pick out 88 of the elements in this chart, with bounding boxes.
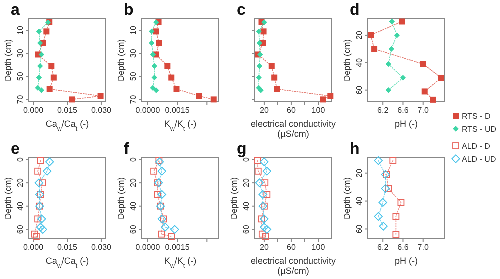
x-tick-label: 0.030 bbox=[91, 243, 112, 252]
point bbox=[274, 86, 280, 92]
legend-label: RTS - D bbox=[462, 112, 491, 121]
x-axis-title: pH (-) bbox=[395, 119, 418, 129]
chart-title: f bbox=[124, 141, 130, 158]
y-tick-label: 0 bbox=[16, 156, 25, 162]
y-tick-label: 40 bbox=[355, 58, 364, 68]
y-tick-label: 20 bbox=[355, 30, 364, 40]
point bbox=[260, 28, 267, 35]
y-tick-label: 40 bbox=[16, 201, 25, 211]
y-tick-label: 20 bbox=[16, 178, 25, 188]
x-tick-label: 7.0 bbox=[418, 106, 430, 115]
y-tick-label: 60 bbox=[129, 224, 138, 234]
x-tick-label: 0.030 bbox=[91, 106, 112, 115]
y-tick-label: 20 bbox=[242, 178, 251, 188]
point bbox=[256, 28, 262, 35]
y-tick-label: 20 bbox=[129, 178, 138, 188]
y-tick-label: 10 bbox=[16, 26, 25, 35]
point bbox=[262, 20, 268, 26]
point bbox=[328, 93, 334, 100]
x-axis-title: electrical conductivity (µS/cm) bbox=[250, 119, 337, 139]
y-tick-label: 70 bbox=[16, 94, 25, 104]
x-axis-title: Ca$_{w}$/Ca$_{t}$ (-) bbox=[46, 256, 90, 270]
y-tick-label: 50 bbox=[16, 72, 25, 82]
y-tick-label: 40 bbox=[355, 196, 364, 206]
point bbox=[272, 74, 278, 81]
legend-label: ALD - D bbox=[462, 142, 491, 151]
x-tick-label: 6.6 bbox=[398, 243, 410, 252]
y-tick-label: 70 bbox=[129, 94, 138, 104]
x-tick-label: 60 bbox=[287, 243, 296, 252]
x-tick-label: 60 bbox=[287, 106, 296, 115]
y-tick-label: 40 bbox=[242, 201, 251, 211]
y-tick-label: 60 bbox=[355, 224, 364, 234]
y-tick-label: 60 bbox=[16, 224, 25, 234]
y-tick-label: 60 bbox=[355, 85, 364, 95]
x-axis-title: pH (-) bbox=[395, 256, 418, 266]
y-tick-label: 30 bbox=[16, 48, 25, 58]
x-tick-label: 7.0 bbox=[418, 243, 430, 252]
chart-title: b bbox=[124, 2, 134, 19]
y-axis-title: Depth (cm) bbox=[229, 177, 239, 220]
legend-label: ALD - UD bbox=[462, 155, 496, 164]
x-tick-label: 0.0000 bbox=[136, 106, 161, 115]
y-axis-title: Depth (cm) bbox=[3, 39, 13, 82]
point bbox=[256, 63, 263, 70]
x-tick-label: 6.2 bbox=[378, 106, 390, 115]
y-axis-title: Depth (cm) bbox=[342, 39, 352, 82]
x-tick-label: 0.015 bbox=[57, 106, 78, 115]
point bbox=[256, 40, 263, 46]
x-tick-label: 0.0015 bbox=[165, 243, 190, 252]
y-axis-title: Depth (cm) bbox=[342, 177, 352, 220]
x-tick-label: 6.2 bbox=[378, 243, 390, 252]
x-tick-label: 20 bbox=[260, 243, 270, 252]
x-tick-label: 0.0000 bbox=[136, 243, 161, 252]
x-tick-label: 0.000 bbox=[24, 243, 44, 252]
y-tick-label: 30 bbox=[129, 48, 138, 58]
chart-title: d bbox=[350, 2, 360, 19]
y-tick-label: 40 bbox=[129, 201, 138, 211]
chart-title: h bbox=[350, 141, 360, 158]
chart-title: a bbox=[11, 2, 20, 19]
y-tick-label: 0 bbox=[129, 156, 138, 162]
x-tick-label: 20 bbox=[260, 106, 270, 115]
x-axis-title: Ca$_{w}$/Ca$_{t}$ (-) bbox=[46, 119, 90, 132]
x-axis-title: K$_{w}$/K$_{t}$ (-) bbox=[164, 119, 197, 132]
y-axis-title: Depth (cm) bbox=[116, 177, 126, 220]
point bbox=[258, 52, 264, 58]
point bbox=[256, 74, 262, 81]
x-tick-label: 0.015 bbox=[57, 243, 78, 252]
x-tick-label: 100 bbox=[312, 106, 326, 115]
x-tick-label: 0.0015 bbox=[165, 106, 190, 115]
point bbox=[258, 88, 264, 94]
chart-title: c bbox=[237, 2, 246, 19]
x-tick-label: 100 bbox=[312, 243, 326, 252]
x-tick-label: 0.000 bbox=[24, 106, 44, 115]
y-tick-label: 10 bbox=[129, 26, 138, 35]
legend-label: RTS - UD bbox=[462, 125, 497, 134]
chart-title: g bbox=[237, 141, 247, 158]
x-tick-label: 6.6 bbox=[398, 106, 410, 115]
x-axis-title: K$_{w}$/K$_{t}$ (-) bbox=[164, 256, 197, 270]
y-axis-title: Depth (cm) bbox=[3, 177, 13, 220]
y-tick-label: 60 bbox=[242, 224, 251, 234]
y-axis-title: Depth (cm) bbox=[116, 39, 126, 82]
x-axis-title: electrical conductivity (µS/cm) bbox=[250, 256, 337, 276]
y-tick-label: 20 bbox=[355, 168, 364, 178]
y-tick-label: 50 bbox=[129, 72, 138, 82]
point bbox=[268, 63, 275, 70]
point bbox=[320, 96, 326, 103]
chart-title: e bbox=[11, 141, 20, 158]
y-tick-label: 0 bbox=[242, 156, 251, 162]
